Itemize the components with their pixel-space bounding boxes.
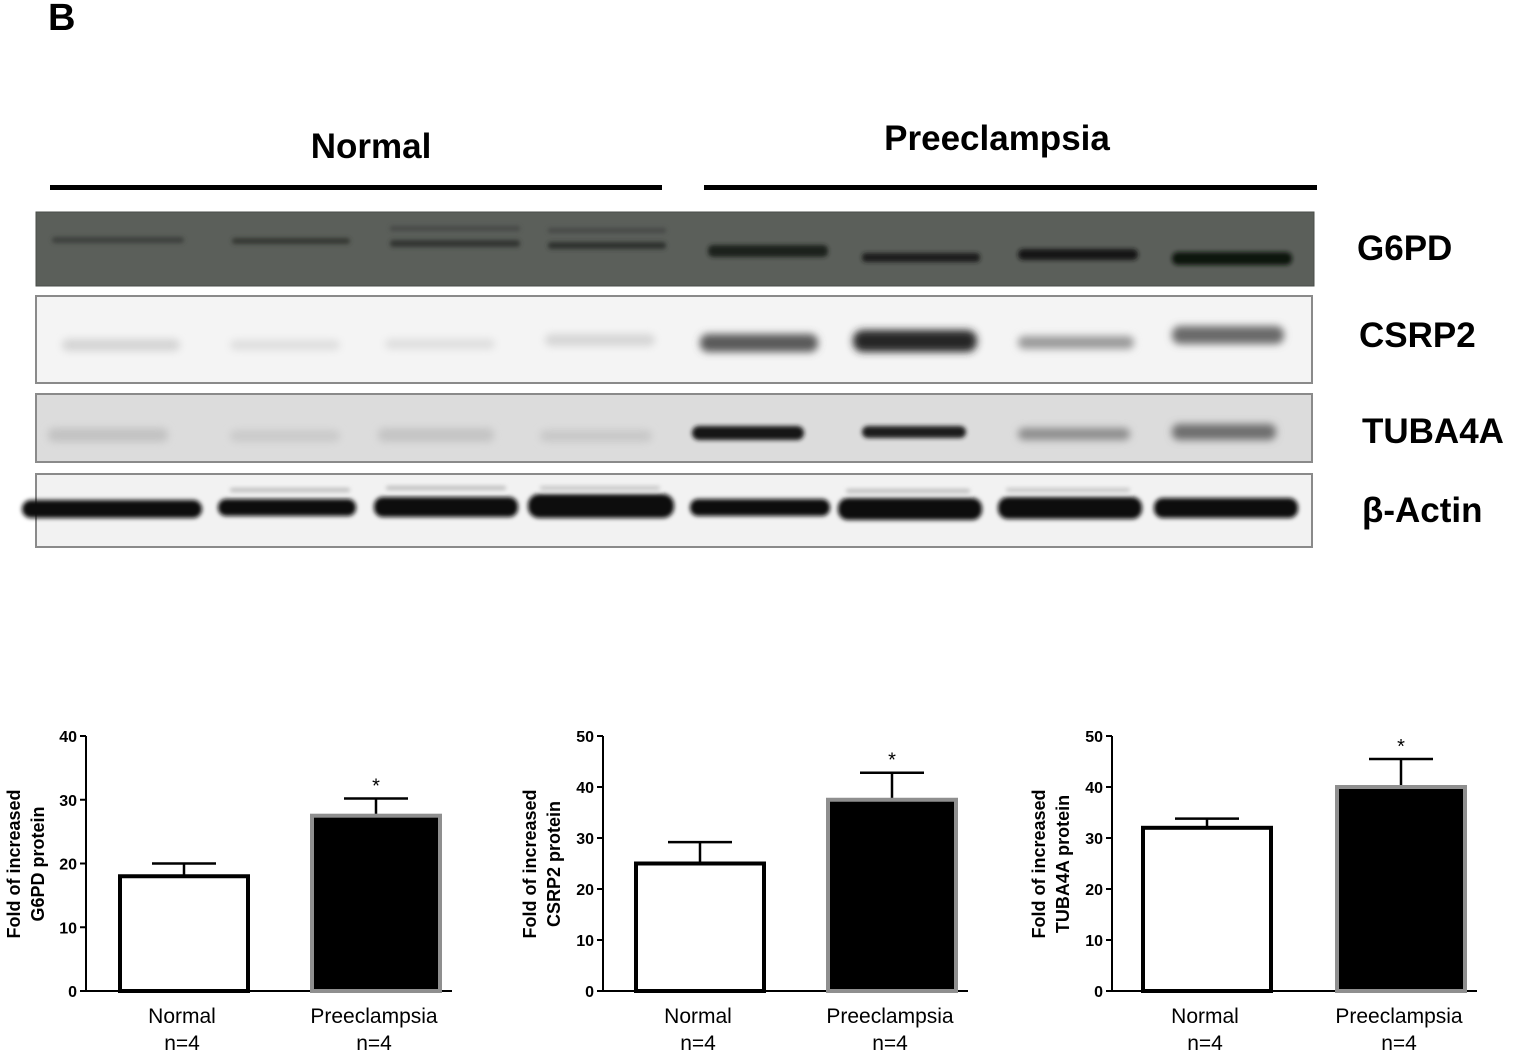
y-axis-label: TUBA4A protein — [1053, 795, 1073, 933]
y-tick-label: 40 — [1085, 780, 1103, 797]
significance-marker: * — [1397, 736, 1405, 758]
x-category-label: Preeclampsia — [826, 1005, 954, 1028]
x-category-sample-size: n=4 — [1187, 1032, 1223, 1055]
y-tick-label: 20 — [1085, 882, 1103, 899]
x-category-label: Normal — [664, 1005, 732, 1028]
group-label-normal: Normal — [311, 127, 432, 166]
bar — [118, 874, 250, 993]
protein-label-tuba4a: TUBA4A — [1362, 412, 1504, 451]
bar-chart-2: 0 10 20 30 40 50 Fold of increased CSRP2 protei… — [520, 729, 968, 1055]
y-axis-label: G6PD protein — [28, 806, 48, 921]
y-tick-label: 50 — [1085, 729, 1103, 746]
y-tick-label: 10 — [59, 920, 77, 937]
protein-label-beta-actin: β-Actin — [1362, 491, 1483, 530]
bar — [1141, 825, 1273, 993]
y-tick-label: 30 — [1085, 831, 1103, 848]
y-tick-label: 10 — [576, 933, 594, 950]
blot-tuba4a — [35, 393, 1313, 463]
x-category-sample-size: n=4 — [356, 1032, 392, 1055]
significance-marker: * — [372, 775, 380, 797]
blot-g6pd — [35, 211, 1315, 287]
group-bar-normal — [50, 185, 662, 190]
significance-marker: * — [888, 750, 896, 772]
protein-label-g6pd: G6PD — [1357, 229, 1452, 268]
bar — [310, 813, 442, 993]
x-category-label: Normal — [1171, 1005, 1239, 1028]
y-axis-label: Fold of increased — [520, 789, 540, 938]
x-category-label: Preeclampsia — [310, 1005, 438, 1028]
y-tick-label: 0 — [68, 984, 77, 1001]
group-label-preeclampsia: Preeclampsia — [884, 119, 1110, 158]
x-category-sample-size: n=4 — [164, 1032, 200, 1055]
bar-chart-1: 0 10 20 30 40 Fold of increased G6PD protein No… — [4, 729, 452, 1055]
x-category-sample-size: n=4 — [872, 1032, 908, 1055]
y-tick-label: 0 — [1094, 984, 1103, 1001]
bar — [826, 797, 958, 993]
x-category-sample-size: n=4 — [1381, 1032, 1417, 1055]
y-tick-label: 40 — [59, 729, 77, 746]
y-axis-label: Fold of increased — [4, 789, 24, 938]
x-category-label: Normal — [148, 1005, 216, 1028]
x-category-label: Preeclampsia — [1335, 1005, 1463, 1028]
y-axis-label: CSRP2 protein — [544, 801, 564, 927]
bar-chart-3: 0 10 20 30 40 50 Fold of increased TUBA4A prote… — [1029, 729, 1477, 1055]
group-bar-preeclampsia — [704, 185, 1317, 190]
y-tick-label: 30 — [576, 831, 594, 848]
protein-label-csrp2: CSRP2 — [1359, 316, 1476, 355]
y-tick-label: 0 — [585, 984, 594, 1001]
x-category-sample-size: n=4 — [680, 1032, 716, 1055]
blot-beta-actin — [22, 473, 1313, 548]
bar — [634, 861, 766, 993]
y-tick-label: 20 — [59, 857, 77, 874]
y-tick-label: 10 — [1085, 933, 1103, 950]
y-tick-label: 30 — [59, 793, 77, 810]
y-axis-label: Fold of increased — [1029, 789, 1049, 938]
panel-letter: B — [48, 0, 75, 39]
y-tick-label: 20 — [576, 882, 594, 899]
bar — [1335, 785, 1467, 993]
y-tick-label: 50 — [576, 729, 594, 746]
y-tick-label: 40 — [576, 780, 594, 797]
blot-csrp2 — [35, 295, 1313, 384]
